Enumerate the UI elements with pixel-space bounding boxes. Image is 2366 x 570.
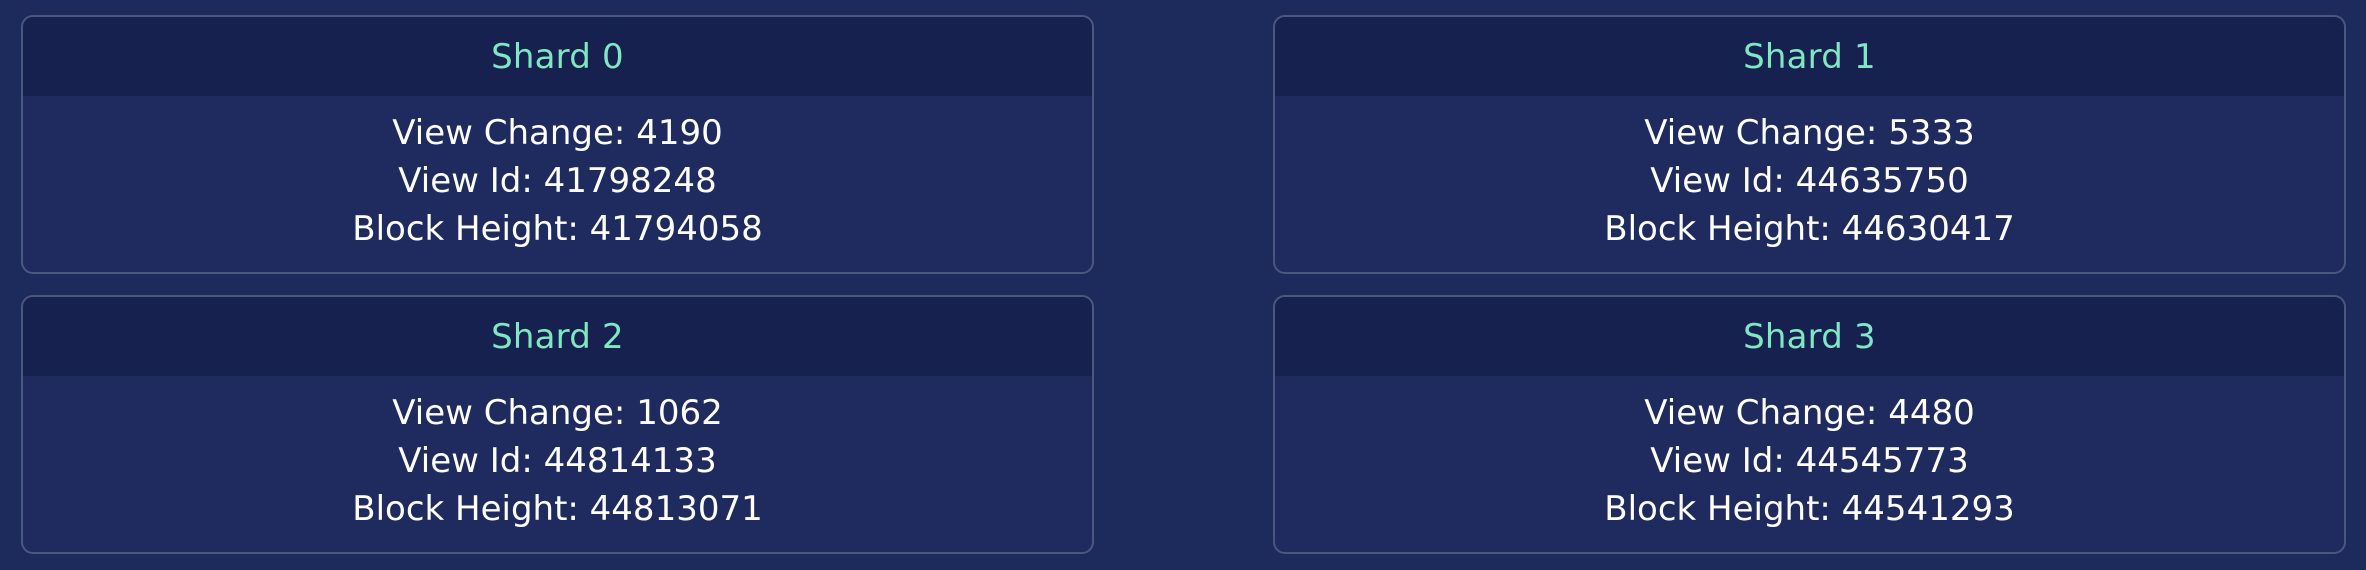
shard-card-0: Shard 0 View Change: 4190 View Id: 41798… <box>21 15 1094 274</box>
view-id-text: View Id: 44814133 <box>398 441 717 481</box>
shard-card-header: Shard 1 <box>1275 17 2344 96</box>
shard-card-3: Shard 3 View Change: 4480 View Id: 44545… <box>1273 295 2346 554</box>
shard-title: Shard 1 <box>1743 36 1876 77</box>
shard-card-body: View Change: 1062 View Id: 44814133 Bloc… <box>23 376 1092 552</box>
shard-card-header: Shard 2 <box>23 297 1092 376</box>
shard-card-body: View Change: 4190 View Id: 41798248 Bloc… <box>23 96 1092 272</box>
shard-grid: Shard 0 View Change: 4190 View Id: 41798… <box>21 15 2346 555</box>
view-change-text: View Change: 5333 <box>1644 113 1975 153</box>
view-id-text: View Id: 44635750 <box>1650 161 1969 201</box>
view-id-text: View Id: 44545773 <box>1650 441 1969 481</box>
block-height-text: Block Height: 44813071 <box>352 489 763 529</box>
view-change-text: View Change: 4190 <box>392 113 723 153</box>
shard-card-1: Shard 1 View Change: 5333 View Id: 44635… <box>1273 15 2346 274</box>
shard-title: Shard 2 <box>491 316 624 357</box>
shard-card-header: Shard 3 <box>1275 297 2344 376</box>
shard-card-header: Shard 0 <box>23 17 1092 96</box>
view-change-text: View Change: 1062 <box>392 393 723 433</box>
shard-card-2: Shard 2 View Change: 1062 View Id: 44814… <box>21 295 1094 554</box>
view-change-text: View Change: 4480 <box>1644 393 1975 433</box>
block-height-text: Block Height: 44541293 <box>1604 489 2015 529</box>
shard-card-body: View Change: 5333 View Id: 44635750 Bloc… <box>1275 96 2344 272</box>
shard-title: Shard 0 <box>491 36 624 77</box>
view-id-text: View Id: 41798248 <box>398 161 717 201</box>
shard-card-body: View Change: 4480 View Id: 44545773 Bloc… <box>1275 376 2344 552</box>
shard-title: Shard 3 <box>1743 316 1876 357</box>
block-height-text: Block Height: 41794058 <box>352 209 763 249</box>
block-height-text: Block Height: 44630417 <box>1604 209 2015 249</box>
